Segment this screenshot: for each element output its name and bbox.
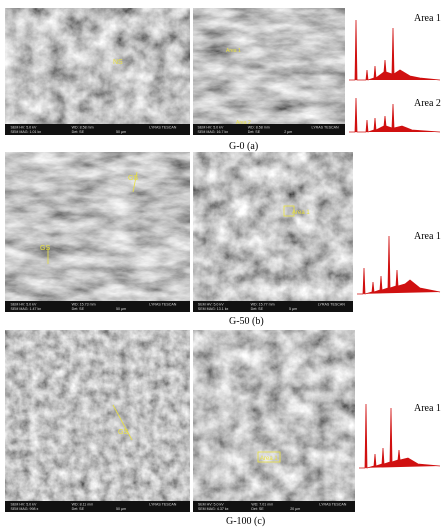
region-label: GS [128,175,138,182]
info-text: 2 µm [284,130,292,134]
info-text: SEM HV: 5.0 kV [11,126,37,130]
sem-image [193,152,353,312]
info-text: SEM MAG: 4.37 kx [198,507,229,511]
info-text: 50 µm [116,307,126,311]
info-bar: SEM HV: 5.0 kV WD: 8.58 mm LYRAS TESCAN SEM… [5,124,190,135]
info-text: Det: SE [251,307,264,311]
info-text: SEM HV: 5.0 kV [198,126,224,130]
info-bar: SEM HV: 5.0 kV WD: 15.73 mm LYRAS TESCAN SE… [5,301,190,312]
sem-image [193,8,345,135]
region-label: Area 1 [260,456,278,462]
region-label: Area 1 [226,48,241,54]
caption: G-50 (b) [229,316,264,327]
info-text: Det: SE [248,130,261,134]
region-label: Area 1 [292,210,310,216]
caption: G-0 (a) [229,141,258,152]
info-text: SEM HV: 5.0 kV [198,303,224,307]
info-text: SEM MAG: 1.01 kx [11,130,42,134]
info-text: SEM MAG: 1.47 kx [11,307,42,311]
sem-image [5,152,190,312]
info-text: WD: 8.11 mm [72,503,94,507]
info-bar: SEM HV: 5.0 kV WD: 8.11 mm LYRAS TESCAN SEM… [5,501,190,512]
info-text: 50 µm [116,130,126,134]
region-label: GS [118,429,128,436]
info-text: 20 µm [290,507,300,511]
info-text: WD: 7.01 mm [251,503,273,507]
info-text: LYRAS TESCAN [319,503,346,507]
sem-image [193,330,355,512]
info-text: 50 µm [116,507,126,511]
spectrum-label: Area 1 [414,231,441,242]
spectrum-label: Area 2 [414,98,441,109]
sem-image [5,330,190,512]
info-text: WD: 15.73 mm [72,303,96,307]
info-text: SEM HV: 5.0 kV [11,303,37,307]
info-text: LYRAS TESCAN [149,303,176,307]
caption: G-100 (c) [226,516,265,527]
info-text: WD: 15.77 mm [251,303,275,307]
info-text: 5 µm [289,307,297,311]
info-text: Det: SE [72,507,85,511]
info-text: WD: 8.58 mm [248,126,270,130]
info-text: LYRAS TESCAN [149,126,176,130]
info-text: Det: SE [72,130,85,134]
info-text: SEM HV: 5.0 kV [198,503,224,507]
region-label: Area 2 [236,120,251,126]
region-label: NS [113,59,123,66]
info-text: LYRAS TESCAN [149,503,176,507]
info-bar: SEM HV: 5.0 kV WD: 7.01 mm LYRAS TESCAN SEM… [193,501,355,512]
figure: SEM HV: 5.0 kVWD: 8.58 mmLYRAS TESCANSEM… [0,0,443,529]
spectrum-label: Area 1 [414,403,441,414]
sem-image [5,8,190,135]
info-text: LYRAS TESCAN [318,303,345,307]
info-text: SEM MAG: 13.1 kx [198,307,229,311]
info-text: SEM MAG: 998 x [11,507,39,511]
spectrum-label: Area 1 [414,13,441,24]
region-label: GS [40,245,50,252]
info-bar: SEM HV: 5.0 kV WD: 15.77 mm LYRAS TESCAN SE… [193,301,353,312]
info-text: LYRAS TESCAN [312,126,339,130]
info-text: Det: SE [72,307,85,311]
info-bar: SEM HV: 5.0 kV WD: 8.58 mm LYRAS TESCAN SEM… [193,124,345,135]
info-text: SEM MAG: 16.7 kx [198,130,229,134]
info-text: Det: SE [251,507,264,511]
info-text: WD: 8.58 mm [72,126,94,130]
info-text: SEM HV: 5.0 kV [11,503,37,507]
